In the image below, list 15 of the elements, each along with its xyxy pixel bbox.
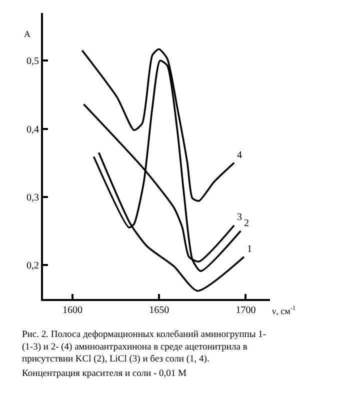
text: Рис. 2. Полоса деформационных колебаний аминогруппы 1- (1-3) и 2- (4) аминоантрахинона в среде ацетонитрила в присутствии KCl (2), LiCl (3) и без соли (1, 4). bbox=[22, 330, 266, 365]
text: Концентрация красителя и соли - 0,01 М bbox=[22, 369, 188, 379]
y-tick-label: 0,3 bbox=[26, 192, 39, 204]
y-tick-label: 0,5 bbox=[26, 56, 39, 68]
series-label: 3 bbox=[237, 212, 242, 223]
x-tick-label: 1700 bbox=[236, 305, 256, 316]
y-tick-label: 0,2 bbox=[26, 260, 39, 272]
x-axis-title: ν, см$^{-1}$ bbox=[272, 305, 296, 316]
series-label: 2 bbox=[244, 218, 249, 229]
series-label: 1 bbox=[247, 244, 252, 255]
y-tick-label: 0,4 bbox=[26, 124, 39, 136]
x-tick-label: 1600 bbox=[62, 305, 82, 316]
x-tick-label: 1650 bbox=[149, 305, 170, 316]
y-axis-title: A bbox=[24, 29, 31, 39]
series-label: 4 bbox=[237, 150, 242, 161]
